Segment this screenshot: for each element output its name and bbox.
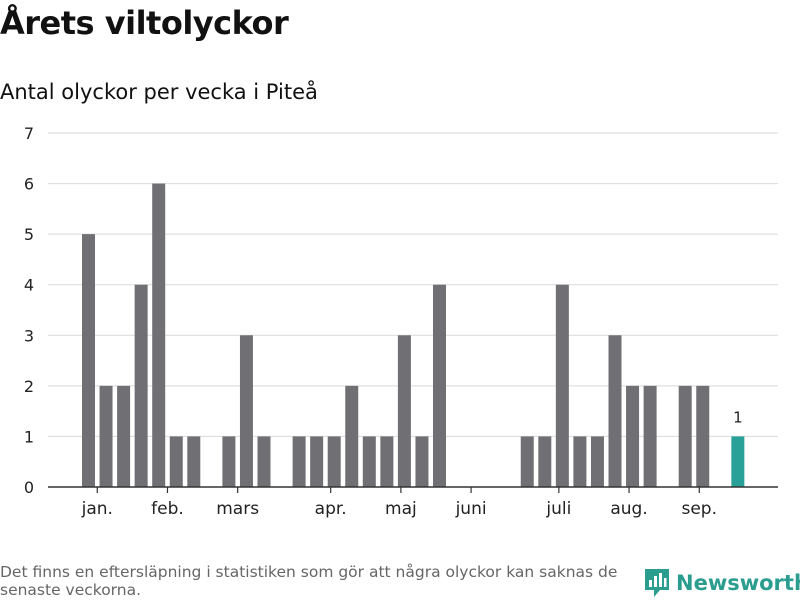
bar: [590, 436, 604, 487]
bar: [345, 385, 359, 487]
data-label: 1: [733, 408, 743, 426]
bar: [626, 385, 640, 487]
x-tick-label: feb.: [151, 499, 184, 519]
bar: [678, 385, 692, 487]
bar: [538, 436, 552, 487]
x-tick-label: maj: [385, 499, 417, 519]
y-tick-label: 5: [24, 225, 34, 244]
bar: [555, 284, 569, 487]
bar: [520, 436, 534, 487]
brand-name: Newsworthy: [676, 571, 800, 595]
bar: [169, 436, 183, 487]
x-tick-label: apr.: [315, 499, 347, 519]
bar: [99, 385, 113, 487]
brand-logo: Newsworthy: [644, 568, 800, 598]
bar: [573, 436, 587, 487]
bar-highlight: [731, 436, 745, 487]
bar: [152, 183, 166, 488]
x-tick-label: juli: [545, 499, 571, 519]
bar: [187, 436, 201, 487]
x-tick-label: sep.: [681, 499, 717, 519]
bar: [310, 436, 324, 487]
footnote: Det finns en eftersläpning i statistiken…: [0, 563, 618, 599]
y-tick-label: 2: [24, 377, 34, 396]
bar: [117, 385, 131, 487]
bar: [327, 436, 341, 487]
bar: [397, 335, 411, 487]
bar: [608, 335, 622, 487]
bar: [362, 436, 376, 487]
bar-chart: 0 1 2 3 4 5 6 7 1 jan. feb. mars apr. maj juni juli aug.…: [24, 124, 778, 519]
bar: [643, 385, 657, 487]
bar: [433, 284, 446, 487]
x-tick-label: mars: [216, 499, 259, 519]
bar: [292, 436, 306, 487]
y-tick-label: 4: [24, 276, 34, 295]
y-tick-label: 0: [24, 478, 34, 497]
bar: [696, 385, 710, 487]
bar: [239, 335, 253, 487]
bar: [415, 436, 429, 487]
x-tick-label: aug.: [610, 499, 647, 519]
y-tick-label: 7: [24, 124, 34, 143]
y-tick-label: 1: [24, 427, 34, 446]
newsworthy-logo-icon: [645, 569, 669, 597]
y-tick-label: 6: [24, 175, 34, 194]
bar: [82, 234, 95, 487]
y-tick-label: 3: [24, 326, 34, 345]
bar: [380, 436, 394, 487]
x-tick-label: jan.: [81, 499, 113, 519]
bar: [134, 284, 148, 487]
chart-subtitle: Antal olyckor per vecka i Piteå: [0, 80, 318, 104]
bar: [257, 436, 271, 487]
chart-title: Årets viltolyckor: [0, 4, 289, 42]
x-tick-label: juni: [455, 499, 487, 519]
bar: [222, 436, 236, 487]
